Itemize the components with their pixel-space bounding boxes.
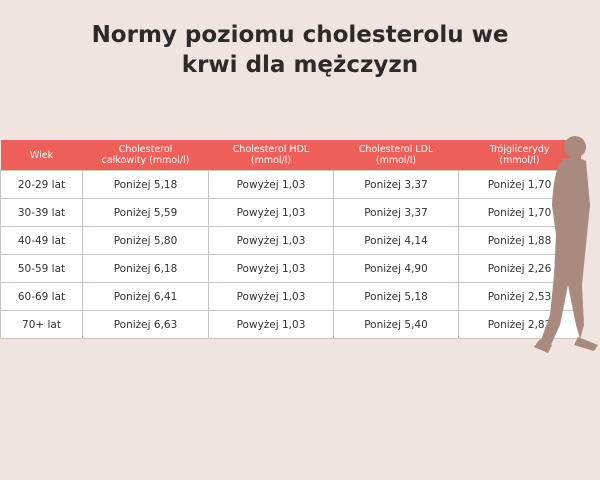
column-header: Cholesterol LDL (mmol/l) — [333, 140, 459, 171]
header-row: Wiek Cholesterol całkowity (mmol/l) Choles… — [0, 140, 581, 171]
age-cell: 30-39 lat — [0, 198, 83, 227]
value-cell: Poniżej 3,37 — [333, 198, 459, 227]
value-cell: Poniżej 4,90 — [333, 254, 459, 283]
norms-table: Wiek Cholesterol całkowity (mmol/l) Choles… — [0, 140, 581, 339]
value-cell: Powyżej 1,03 — [208, 170, 334, 199]
table-row: 50-59 lat Poniżej 6,18 Powyżej 1,03 Poniżej… — [0, 254, 581, 283]
value-cell: Powyżej 1,03 — [208, 282, 334, 311]
value-cell: Poniżej 4,14 — [333, 226, 459, 255]
value-cell: Powyżej 1,03 — [208, 198, 334, 227]
value-cell: Poniżej 3,37 — [333, 170, 459, 199]
table-row: 30-39 lat Poniżej 5,59 Powyżej 1,03 Poniżej… — [0, 198, 581, 227]
column-header: Trójglicerydy (mmol/l) — [458, 140, 581, 171]
value-cell: Poniżej 5,18 — [333, 282, 459, 311]
age-cell: 70+ lat — [0, 310, 83, 339]
value-cell: Powyżej 1,03 — [208, 310, 334, 339]
value-cell: Poniżej 5,59 — [82, 198, 209, 227]
table-row: 60-69 lat Poniżej 6,41 Powyżej 1,03 Poniżej… — [0, 282, 581, 311]
column-header: Wiek — [0, 140, 83, 171]
man-silhouette — [534, 136, 598, 353]
value-cell: Poniżej 6,18 — [82, 254, 209, 283]
value-cell: Poniżej 5,18 — [82, 170, 209, 199]
age-cell: 20-29 lat — [0, 170, 83, 199]
column-header: Cholesterol całkowity (mmol/l) — [82, 140, 209, 171]
value-cell: Poniżej 6,41 — [82, 282, 209, 311]
table-body: 20-29 lat Poniżej 5,18 Powyżej 1,03 Poniżej… — [0, 170, 581, 339]
age-cell: 50-59 lat — [0, 254, 83, 283]
table-row: 40-49 lat Poniżej 5,80 Powyżej 1,03 Poniżej… — [0, 226, 581, 255]
value-cell: Poniżej 5,40 — [333, 310, 459, 339]
title: Normy poziomu cholesterolu we krwi dla m… — [91, 22, 509, 78]
value-cell: Powyżej 1,03 — [208, 226, 334, 255]
age-cell: 60-69 lat — [0, 282, 83, 311]
value-cell: Poniżej 6,63 — [82, 310, 209, 339]
table-row: 70+ lat Poniżej 6,63 Powyżej 1,03 Poniżej 5… — [0, 310, 581, 339]
value-cell: Powyżej 1,03 — [208, 254, 334, 283]
value-cell: Poniżej 2,82 — [458, 310, 581, 339]
age-cell: 40-49 lat — [0, 226, 83, 255]
value-cell: Poniżej 5,80 — [82, 226, 209, 255]
table-row: 20-29 lat Poniżej 5,18 Powyżej 1,03 Poniżej… — [0, 170, 581, 199]
column-header: Cholesterol HDL (mmol/l) — [208, 140, 334, 171]
